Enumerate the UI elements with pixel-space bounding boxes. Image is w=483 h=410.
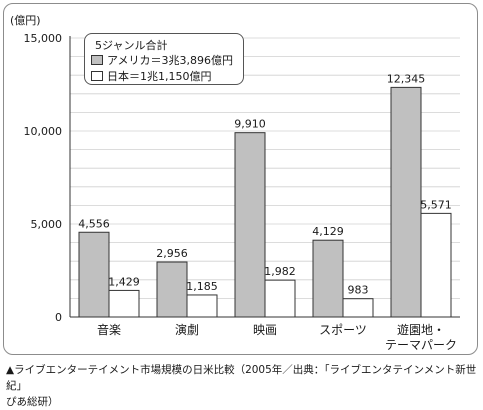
caption-line-2: ぴあ総研） bbox=[6, 396, 59, 408]
y-tick-label: 0 bbox=[55, 311, 62, 324]
y-tick-label: 5,000 bbox=[31, 218, 63, 231]
bar bbox=[420, 212, 452, 318]
x-tick-label: 映画 bbox=[253, 323, 277, 337]
x-tick-label: スポーツ bbox=[319, 323, 367, 337]
data-label: 9,910 bbox=[234, 118, 266, 131]
legend-swatch-japan bbox=[91, 71, 103, 81]
y-tick-label: 10,000 bbox=[24, 125, 63, 138]
legend-title: 5ジャンル合計 bbox=[95, 39, 168, 52]
bar bbox=[156, 261, 188, 318]
figure-caption: ▲ライブエンターテイメント市場規模の日米比較（2005年／出典：「ライブエンタテ… bbox=[6, 362, 478, 410]
y-unit-label: (億円) bbox=[10, 14, 41, 27]
bar bbox=[264, 279, 296, 318]
data-label: 983 bbox=[348, 284, 369, 297]
bar bbox=[312, 239, 344, 318]
legend-swatch-usa bbox=[91, 55, 103, 65]
bar bbox=[342, 298, 374, 318]
data-label: 12,345 bbox=[387, 72, 426, 85]
legend-item-japan: 日本＝1兆1,150億円 bbox=[91, 68, 212, 84]
legend: 5ジャンル合計 アメリカ＝3兆3,896億円 日本＝1兆1,150億円 bbox=[84, 33, 244, 85]
bar bbox=[108, 289, 140, 318]
bar bbox=[186, 294, 218, 318]
x-tick-label: 遊園地・ bbox=[397, 322, 445, 337]
x-tick-label: 音楽 bbox=[97, 322, 121, 337]
bar bbox=[78, 231, 110, 318]
legend-item-usa: アメリカ＝3兆3,896億円 bbox=[91, 52, 233, 68]
bar bbox=[390, 86, 422, 318]
data-label: 2,956 bbox=[156, 247, 188, 260]
x-tick-label: 演劇 bbox=[175, 322, 199, 337]
data-label: 1,185 bbox=[186, 280, 218, 293]
legend-label-usa: アメリカ＝3兆3,896億円 bbox=[107, 54, 233, 67]
caption-line-1: ▲ライブエンターテイメント市場規模の日米比較（2005年／出典：「ライブエンタテ… bbox=[6, 364, 477, 392]
data-label: 5,571 bbox=[420, 198, 452, 211]
y-tick-label: 15,000 bbox=[24, 32, 63, 45]
data-label: 4,129 bbox=[312, 225, 344, 238]
x-tick-label: テーマパーク bbox=[385, 338, 457, 352]
data-label: 1,429 bbox=[108, 275, 140, 288]
legend-label-japan: 日本＝1兆1,150億円 bbox=[107, 70, 212, 83]
data-label: 4,556 bbox=[78, 217, 110, 230]
data-label: 1,982 bbox=[264, 265, 296, 278]
bar-chart: (億円) 0 5,000 10,000 15,000 4,556 1,429 音楽 2,956 1… bbox=[10, 14, 460, 352]
bar bbox=[234, 132, 266, 318]
